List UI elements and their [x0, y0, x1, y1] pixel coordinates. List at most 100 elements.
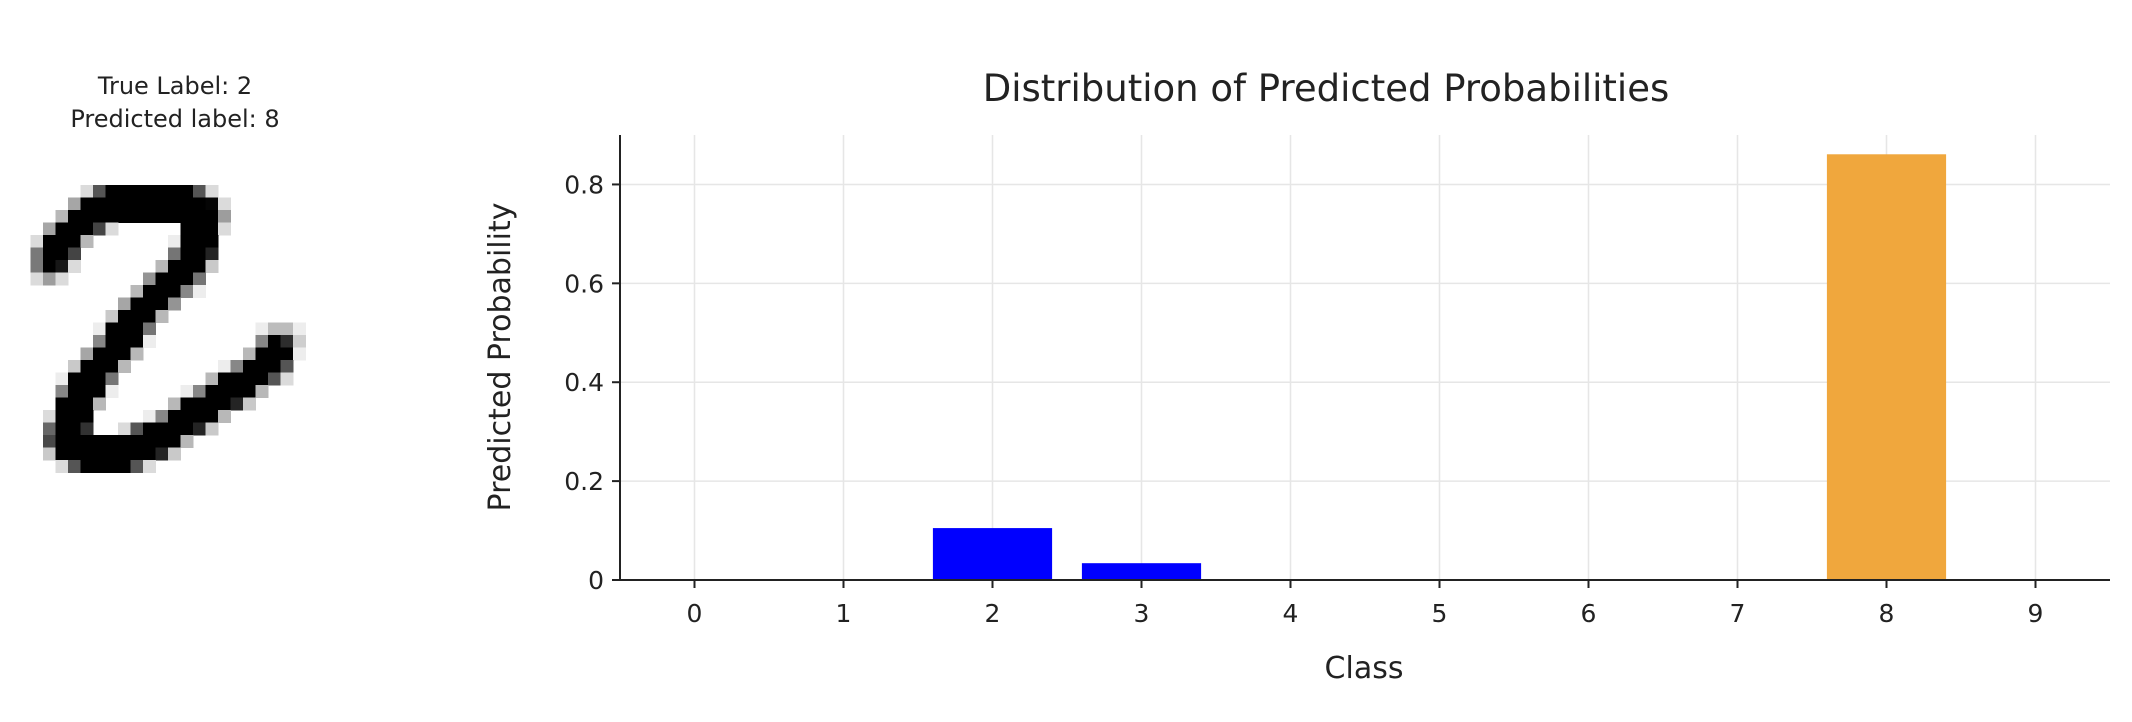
digit-pixel [105, 185, 119, 198]
digit-pixel [93, 185, 106, 198]
digit-pixel [55, 272, 69, 286]
digit-pixel [130, 197, 144, 211]
digit-pixel [80, 410, 94, 423]
digit-pixel [168, 272, 181, 286]
y-axis-title: Predicted Probability [483, 203, 518, 512]
digit-pixel [155, 272, 169, 286]
digit-pixel [43, 260, 56, 273]
digit-pixel [280, 372, 294, 386]
digit-pixel [155, 410, 169, 423]
digit-pixel [193, 210, 206, 223]
digit-pixel [205, 422, 219, 436]
bar-class-2 [932, 528, 1053, 580]
digit-pixel [205, 372, 219, 386]
digit-pixel [193, 185, 206, 198]
digit-pixel [205, 247, 219, 261]
digit-pixel [130, 297, 144, 311]
predicted-label-caption: Predicted label: 8 [70, 105, 280, 133]
digit-pixel [193, 285, 206, 298]
digit-pixel [168, 422, 181, 436]
chart-title: Distribution of Predicted Probabilities [983, 67, 1670, 110]
digit-pixel [193, 272, 206, 286]
digit-pixel [130, 310, 144, 323]
digit-pixel [268, 347, 281, 361]
digit-pixel [180, 247, 194, 261]
digit-pixel [205, 210, 219, 223]
digit-pixel [193, 397, 206, 411]
digit-pixel [118, 422, 131, 436]
digit-pixel [105, 460, 119, 473]
digit-pixel [155, 260, 169, 273]
digit-pixel [143, 435, 156, 448]
x-axis-title: Class [1325, 651, 1404, 686]
digit-pixel [193, 222, 206, 236]
digit-pixel [180, 272, 194, 286]
digit-pixel [130, 347, 144, 361]
digit-pixel [255, 322, 269, 336]
digit-pixel [105, 210, 119, 223]
digit-pixel [205, 185, 219, 198]
digit-pixel [68, 385, 81, 398]
digit-pixel [80, 397, 94, 411]
x-tick-label: 7 [1730, 599, 1746, 628]
digit-pixel [55, 397, 69, 411]
digit-pixel [105, 435, 119, 448]
digit-pixel [55, 385, 69, 398]
digit-pixel [105, 322, 119, 336]
digit-pixel [80, 185, 94, 198]
x-tick-label: 4 [1283, 599, 1299, 628]
digit-pixel [268, 322, 281, 336]
digit-pixel [143, 410, 156, 423]
digit-pixel [155, 297, 169, 311]
digit-pixel [280, 347, 294, 361]
digit-pixel [68, 260, 81, 273]
digit-pixel [168, 285, 181, 298]
digit-pixel [255, 372, 269, 386]
bar-class-3 [1081, 563, 1202, 580]
digit-pixel [93, 197, 106, 211]
digit-pixel [80, 460, 94, 473]
digit-pixel [218, 410, 231, 423]
digit-pixel [93, 335, 106, 348]
digit-pixel [93, 460, 106, 473]
digit-pixel [218, 197, 231, 211]
digit-pixel [105, 310, 119, 323]
digit-pixel [130, 447, 144, 461]
digit-pixel [155, 447, 169, 461]
digit-pixel [168, 235, 181, 248]
x-tick-label: 2 [985, 599, 1001, 628]
digit-pixel [118, 447, 131, 461]
digit-pixel [55, 210, 69, 223]
digit-pixel [193, 385, 206, 398]
x-tick-label: 5 [1432, 599, 1448, 628]
x-tick-labels: 0 1 2 3 4 5 6 7 8 9 [687, 580, 2043, 628]
digit-pixel [105, 360, 119, 373]
digit-pixel [55, 410, 69, 423]
digit-pixel [80, 447, 94, 461]
digit-pixel [93, 347, 106, 361]
probability-bar-chart: 0 0.2 0.4 0.6 0.8 0 1 2 3 4 5 6 7 8 9 Distribution of… [483, 67, 2110, 686]
digit-pixel [255, 385, 269, 398]
digit-pixel [180, 260, 194, 273]
y-tick-labels: 0 0.2 0.4 0.6 0.8 [564, 170, 620, 595]
digit-pixel [155, 185, 169, 198]
digit-pixel [93, 322, 106, 336]
digit-pixel [180, 210, 194, 223]
digit-pixel [143, 335, 156, 348]
digit-pixel [30, 247, 44, 261]
digit-pixel [243, 347, 256, 361]
digit-pixel [68, 460, 81, 473]
digit-pixel [130, 210, 144, 223]
digit-pixel [155, 197, 169, 211]
digit-pixel [30, 235, 44, 248]
digit-pixel [80, 435, 94, 448]
digit-pixel [30, 272, 44, 286]
digit-pixel [193, 235, 206, 248]
digit-pixel [168, 247, 181, 261]
digit-pixel [118, 435, 131, 448]
digit-pixel [280, 360, 294, 373]
digit-pixel [43, 447, 56, 461]
digit-pixel [43, 222, 56, 236]
digit-pixel [130, 185, 144, 198]
digit-pixel [43, 235, 56, 248]
